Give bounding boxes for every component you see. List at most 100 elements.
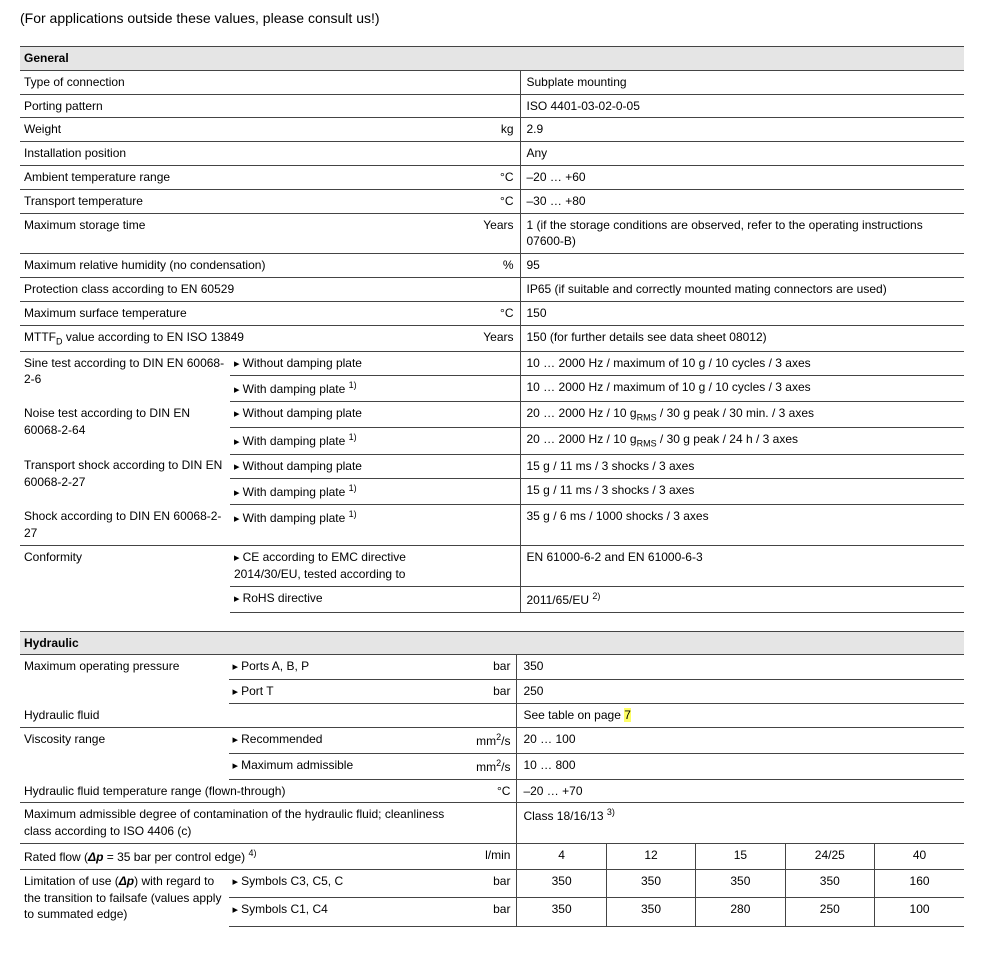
unit-sine1 bbox=[470, 351, 520, 375]
label-limit-sub1: Symbols C3, C5, C bbox=[229, 869, 467, 897]
label-visc-sub2: Maximum admissible bbox=[229, 753, 467, 779]
unit-fluid bbox=[467, 704, 517, 728]
label-mttfd: MTTFD value according to EN ISO 13849 bbox=[20, 325, 470, 351]
value-sine1: 10 … 2000 Hz / maximum of 10 g / 10 cycl… bbox=[520, 351, 964, 375]
label-noise-sub2: With damping plate 1) bbox=[230, 428, 470, 454]
unit-pressure1: bar bbox=[467, 655, 517, 679]
value-conf1: EN 61000-6-2 and EN 61000-6-3 bbox=[520, 545, 964, 586]
unit-visc1: mm2/s bbox=[467, 727, 517, 753]
general-header: General bbox=[20, 47, 964, 71]
unit-fluidtemp: °C bbox=[467, 779, 517, 803]
label-limit: Limitation of use (Δp) with regard to th… bbox=[20, 869, 229, 926]
label-porting: Porting pattern bbox=[20, 94, 470, 118]
label-tshock-sub2: With damping plate 1) bbox=[230, 479, 470, 505]
label-pressure-sub2: Port T bbox=[229, 679, 467, 703]
unit-weight: kg bbox=[470, 118, 520, 142]
label-tshock: Transport shock according to DIN EN 6006… bbox=[20, 454, 230, 505]
label-sine-sub2: With damping plate 1) bbox=[230, 375, 470, 401]
label-contam: Maximum admissible degree of contaminati… bbox=[20, 803, 467, 844]
unit-mttfd: Years bbox=[470, 325, 520, 351]
limit1-2: 350 bbox=[696, 869, 785, 897]
value-mttfd: 150 (for further details see data sheet … bbox=[520, 325, 964, 351]
ratedflow-4: 40 bbox=[875, 843, 964, 869]
unit-transport: °C bbox=[470, 189, 520, 213]
hydraulic-table: Hydraulic Maximum operating pressure Por… bbox=[20, 631, 964, 927]
ratedflow-3: 24/25 bbox=[785, 843, 874, 869]
unit-connection bbox=[470, 70, 520, 94]
label-sine: Sine test according to DIN EN 60068-2-6 bbox=[20, 351, 230, 402]
label-shock-sub1: With damping plate 1) bbox=[230, 505, 470, 545]
limit1-3: 350 bbox=[785, 869, 874, 897]
value-tshock2: 15 g / 11 ms / 3 shocks / 3 axes bbox=[520, 479, 964, 505]
label-conf-sub1: CE according to EMC directive 2014/30/EU… bbox=[230, 545, 470, 586]
limit1-4: 160 bbox=[875, 869, 964, 897]
label-fluid: Hydraulic fluid bbox=[20, 704, 467, 728]
value-humidity: 95 bbox=[520, 254, 964, 278]
label-noise-sub1: Without damping plate bbox=[230, 402, 470, 428]
value-tshock1: 15 g / 11 ms / 3 shocks / 3 axes bbox=[520, 454, 964, 478]
intro-note: (For applications outside these values, … bbox=[20, 10, 964, 26]
ratedflow-0: 4 bbox=[517, 843, 606, 869]
value-noise2: 20 … 2000 Hz / 10 gRMS / 30 g peak / 24 … bbox=[520, 428, 964, 454]
label-noise: Noise test according to DIN EN 60068-2-6… bbox=[20, 402, 230, 454]
value-pressure2: 250 bbox=[517, 679, 964, 703]
unit-ratedflow: l/min bbox=[467, 843, 517, 869]
value-protection: IP65 (if suitable and correctly mounted … bbox=[520, 277, 964, 301]
label-viscosity: Viscosity range bbox=[20, 727, 229, 779]
value-fluid-pre: See table on page bbox=[523, 708, 624, 722]
value-surface: 150 bbox=[520, 301, 964, 325]
label-tshock-sub1: Without damping plate bbox=[230, 454, 470, 478]
unit-shock1 bbox=[470, 505, 520, 545]
label-pressure: Maximum operating pressure bbox=[20, 655, 229, 704]
value-connection: Subplate mounting bbox=[520, 70, 964, 94]
label-shock: Shock according to DIN EN 60068-2-27 bbox=[20, 505, 230, 545]
unit-protection bbox=[470, 277, 520, 301]
label-ratedflow: Rated flow (Δp = 35 bar per control edge… bbox=[20, 843, 467, 869]
value-shock1: 35 g / 6 ms / 1000 shocks / 3 axes bbox=[520, 505, 964, 545]
label-conf-sub2: RoHS directive bbox=[230, 586, 470, 612]
label-sine-sub1: Without damping plate bbox=[230, 351, 470, 375]
label-conformity: Conformity bbox=[20, 545, 230, 612]
limit1-1: 350 bbox=[606, 869, 695, 897]
unit-storage: Years bbox=[470, 213, 520, 254]
unit-conf1 bbox=[470, 545, 520, 586]
hydraulic-header: Hydraulic bbox=[20, 631, 964, 655]
value-storage: 1 (if the storage conditions are observe… bbox=[520, 213, 964, 254]
value-visc1: 20 … 100 bbox=[517, 727, 964, 753]
unit-tshock1 bbox=[470, 454, 520, 478]
label-humidity: Maximum relative humidity (no condensati… bbox=[20, 254, 470, 278]
general-table: General Type of connection Subplate moun… bbox=[20, 46, 964, 613]
unit-contam bbox=[467, 803, 517, 844]
value-fluidtemp: –20 … +70 bbox=[517, 779, 964, 803]
label-visc-sub1: Recommended bbox=[229, 727, 467, 753]
value-fluid-hl: 7 bbox=[624, 708, 631, 722]
unit-sine2 bbox=[470, 375, 520, 401]
unit-tshock2 bbox=[470, 479, 520, 505]
label-fluidtemp: Hydraulic fluid temperature range (flown… bbox=[20, 779, 467, 803]
value-weight: 2.9 bbox=[520, 118, 964, 142]
label-weight: Weight bbox=[20, 118, 470, 142]
unit-visc2: mm2/s bbox=[467, 753, 517, 779]
unit-porting bbox=[470, 94, 520, 118]
label-pressure-sub1: Ports A, B, P bbox=[229, 655, 467, 679]
value-sine2: 10 … 2000 Hz / maximum of 10 g / 10 cycl… bbox=[520, 375, 964, 401]
value-install: Any bbox=[520, 142, 964, 166]
value-visc2: 10 … 800 bbox=[517, 753, 964, 779]
value-transport: –30 … +80 bbox=[520, 189, 964, 213]
label-ambient: Ambient temperature range bbox=[20, 165, 470, 189]
ratedflow-1: 12 bbox=[606, 843, 695, 869]
value-conf2: 2011/65/EU 2) bbox=[520, 586, 964, 612]
label-transport: Transport temperature bbox=[20, 189, 470, 213]
label-install: Installation position bbox=[20, 142, 470, 166]
limit1-0: 350 bbox=[517, 869, 606, 897]
value-noise1: 20 … 2000 Hz / 10 gRMS / 30 g peak / 30 … bbox=[520, 402, 964, 428]
label-connection: Type of connection bbox=[20, 70, 470, 94]
unit-ambient: °C bbox=[470, 165, 520, 189]
unit-humidity: % bbox=[470, 254, 520, 278]
value-ambient: –20 … +60 bbox=[520, 165, 964, 189]
unit-noise2 bbox=[470, 428, 520, 454]
unit-conf2 bbox=[470, 586, 520, 612]
value-porting: ISO 4401-03-02-0-05 bbox=[520, 94, 964, 118]
unit-install bbox=[470, 142, 520, 166]
unit-noise1 bbox=[470, 402, 520, 428]
